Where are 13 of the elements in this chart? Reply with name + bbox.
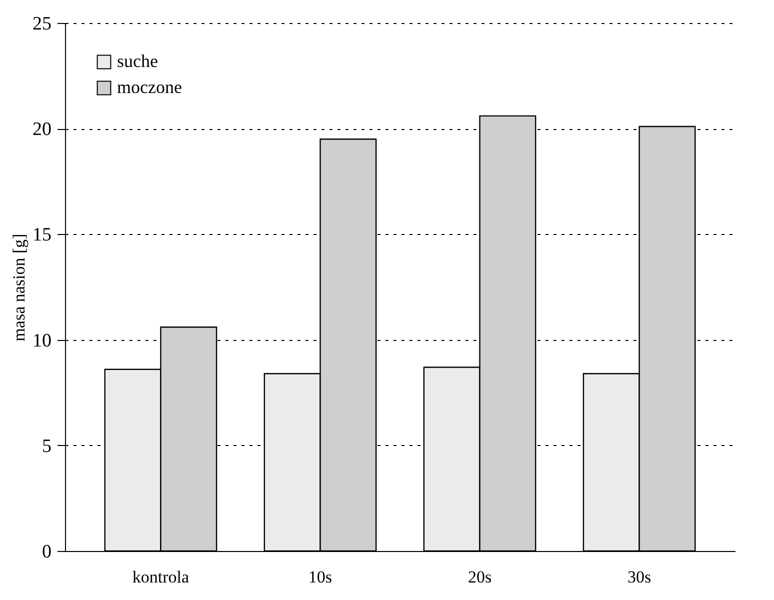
y-tick-label: 15 [32,224,52,246]
legend-label: moczone [117,77,182,97]
y-axis-title: masa nasion [g] [10,234,28,342]
y-tick-label: 10 [32,330,52,352]
y-tick-label: 5 [42,436,52,457]
y-tick-label: 20 [32,119,52,140]
y-tick-label: 25 [32,14,52,34]
x-tick-label: kontrola [132,568,190,586]
x-tick-label: 30s [627,568,652,586]
y-tick-label: 0 [42,542,52,562]
x-tick-label: 10s [308,568,332,586]
legend-label: suche [117,51,158,71]
x-tick-label: 20s [468,568,492,586]
